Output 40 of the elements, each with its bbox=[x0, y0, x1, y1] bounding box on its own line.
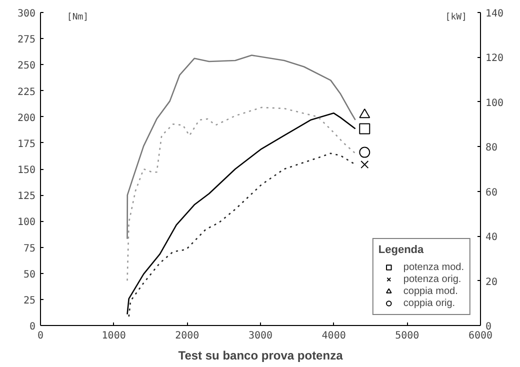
y2-axis-title: [kW] bbox=[445, 12, 467, 22]
legend-label: coppia mod. bbox=[403, 285, 458, 297]
y2-tick-label: 80 bbox=[486, 142, 498, 154]
y-tick-label: 0 bbox=[29, 322, 36, 332]
y-tick-label: 175 bbox=[17, 138, 36, 150]
y-tick-label: 100 bbox=[17, 217, 36, 228]
y-tick-label: 275 bbox=[17, 34, 36, 46]
y-tick-label: 50 bbox=[23, 269, 36, 280]
text: Test su banco prova potenza bbox=[178, 348, 344, 362]
y-tick-label: 300 bbox=[17, 8, 36, 20]
x-tick-label: 1000 bbox=[102, 330, 126, 342]
y2-tick-label: 40 bbox=[486, 232, 498, 244]
y-tick-label: 125 bbox=[17, 191, 36, 202]
y-tick-label: 150 bbox=[17, 165, 36, 176]
legend-label: coppia orig. bbox=[403, 297, 456, 309]
y-axis-title: [Nm] bbox=[66, 12, 89, 22]
y-tick-label: 225 bbox=[17, 86, 36, 98]
legend-title: Legenda bbox=[378, 244, 425, 256]
y2-tick-label: 60 bbox=[486, 187, 498, 198]
legend-label: potenza orig. bbox=[403, 273, 462, 285]
y2-tick-label: 120 bbox=[486, 53, 504, 64]
line-series bbox=[126, 106, 356, 282]
y2-tick-label: 140 bbox=[486, 8, 504, 20]
y-tick-label: 25 bbox=[23, 295, 36, 306]
y2-tick-label: 20 bbox=[486, 276, 498, 288]
y-tick-label: 200 bbox=[17, 112, 36, 124]
x-tick-label: 4000 bbox=[322, 330, 346, 342]
x-tick-label: 3000 bbox=[248, 330, 273, 342]
x-tick-label: 5000 bbox=[395, 330, 420, 342]
line-series bbox=[126, 112, 356, 315]
y-tick-label: 250 bbox=[17, 60, 36, 72]
legend-label: potenza mod. bbox=[403, 261, 464, 273]
y2-tick-label: 0 bbox=[486, 322, 492, 332]
line-series bbox=[128, 152, 356, 318]
x-tick-label: 6000 bbox=[468, 330, 493, 342]
y-tick-label: 75 bbox=[23, 243, 36, 254]
x-tick-label: 2000 bbox=[175, 330, 200, 342]
x-tick-label: 0 bbox=[37, 330, 44, 342]
y2-tick-label: 100 bbox=[486, 98, 504, 109]
line-series bbox=[126, 54, 356, 240]
